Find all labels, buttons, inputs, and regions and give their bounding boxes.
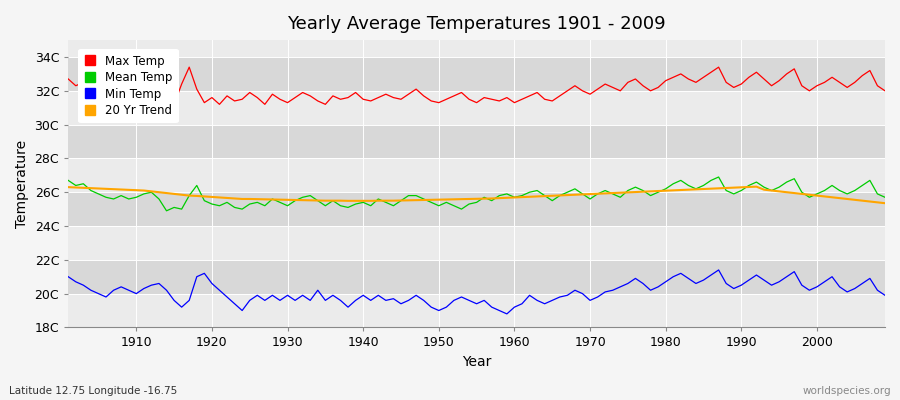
Title: Yearly Average Temperatures 1901 - 2009: Yearly Average Temperatures 1901 - 2009 [287, 15, 666, 33]
Bar [68, 91, 885, 125]
Bar [68, 294, 885, 328]
Text: Latitude 12.75 Longitude -16.75: Latitude 12.75 Longitude -16.75 [9, 386, 177, 396]
Bar [68, 226, 885, 260]
X-axis label: Year: Year [462, 355, 491, 369]
Bar [68, 125, 885, 158]
Bar [68, 57, 885, 91]
Text: worldspecies.org: worldspecies.org [803, 386, 891, 396]
Bar [68, 158, 885, 192]
Legend: Max Temp, Mean Temp, Min Temp, 20 Yr Trend: Max Temp, Mean Temp, Min Temp, 20 Yr Tre… [78, 49, 178, 123]
Bar [68, 192, 885, 226]
Y-axis label: Temperature: Temperature [15, 140, 29, 228]
Bar [68, 260, 885, 294]
